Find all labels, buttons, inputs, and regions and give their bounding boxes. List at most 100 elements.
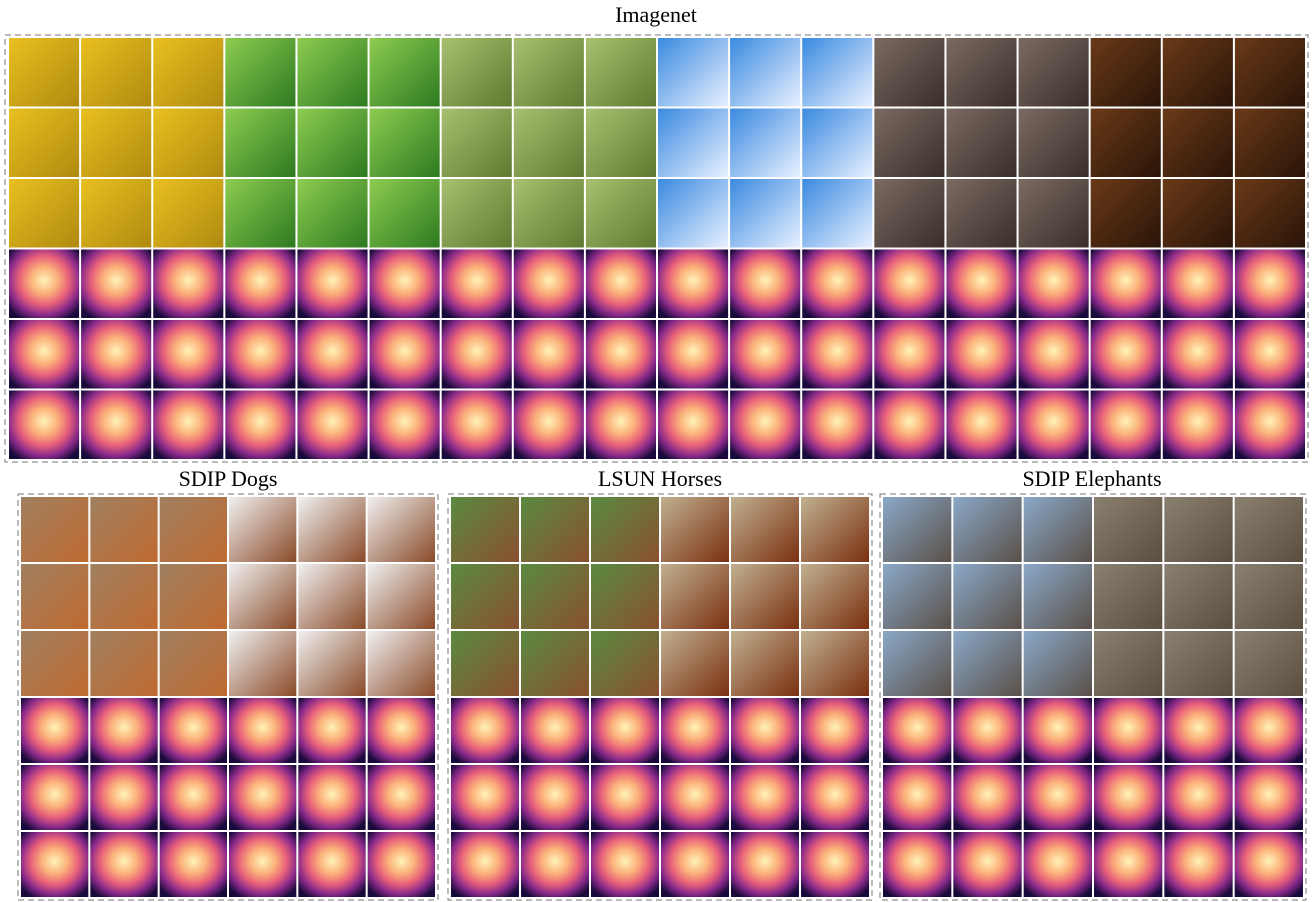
depth-tile [731,765,799,830]
depth-tile [1090,390,1161,459]
depth-tile [9,320,80,389]
image-tile [953,564,1022,629]
depth-tile [90,698,158,763]
image-tile [298,631,366,696]
depth-tile [953,698,1022,763]
depth-tile [585,390,656,459]
panel-border [4,34,1309,463]
image-tile [297,38,368,107]
image-tile [1094,497,1163,562]
depth-tile [802,249,873,318]
depth-tile [21,765,89,830]
image-tile [369,179,440,248]
depth-tile [946,249,1017,318]
image-tile [730,38,801,107]
depth-tile [1094,765,1163,830]
image-tile [946,179,1017,248]
depth-tile [451,765,519,830]
image-tile [1090,38,1161,107]
image-tile [658,108,729,177]
image-tile [731,564,799,629]
image-tile [9,38,80,107]
image-tile [451,564,519,629]
image-tile [225,38,296,107]
image-tile [731,631,799,696]
depth-tile [731,698,799,763]
depth-tile [513,249,584,318]
depth-tile [1023,832,1092,897]
depth-tile [21,698,89,763]
depth-tile [1094,832,1163,897]
image-tile [9,108,80,177]
depth-tile [159,765,227,830]
depth-tile [297,249,368,318]
depth-tile [1018,249,1089,318]
image-tile [946,108,1017,177]
image-tile [730,108,801,177]
depth-tile [801,832,869,897]
depth-tile [1234,320,1305,389]
image-tile [369,38,440,107]
depth-tile [369,249,440,318]
depth-tile [953,765,1022,830]
panel-title: Imagenet [615,2,697,27]
depth-tile [441,249,512,318]
depth-tile [441,320,512,389]
depth-tile [801,765,869,830]
depth-tile [369,320,440,389]
image-tile [1094,564,1163,629]
depth-tile [1164,832,1233,897]
image-tile [585,108,656,177]
image-tile [451,497,519,562]
depth-tile [658,320,729,389]
image-tile [21,497,89,562]
panel-title: LSUN Horses [598,466,722,491]
image-tile [21,564,89,629]
depth-tile [661,765,729,830]
depth-tile [874,249,945,318]
image-tile [521,564,589,629]
depth-tile [731,832,799,897]
depth-tile [9,249,80,318]
image-tile [661,564,729,629]
depth-tile [1234,832,1303,897]
image-tile [1164,497,1233,562]
image-tile [367,631,435,696]
image-tile [801,564,869,629]
image-tile [591,631,659,696]
image-tile [1018,38,1089,107]
image-tile [1234,564,1303,629]
depth-tile [298,698,366,763]
depth-tile [521,832,589,897]
image-tile [367,497,435,562]
image-tile [513,179,584,248]
depth-tile [730,249,801,318]
depth-tile [883,765,952,830]
depth-tile [1018,320,1089,389]
image-tile [521,497,589,562]
depth-tile [513,390,584,459]
image-tile [953,631,1022,696]
depth-tile [1234,390,1305,459]
image-tile [1164,564,1233,629]
depth-tile [298,765,366,830]
image-tile [513,38,584,107]
depth-tile [1162,390,1233,459]
panel-border [879,493,1307,901]
depth-tile [90,765,158,830]
image-tile [953,497,1022,562]
image-tile [1090,179,1161,248]
image-tile [159,564,227,629]
image-tile [883,631,952,696]
image-tile [1018,179,1089,248]
depth-tile [367,698,435,763]
depth-tile [585,320,656,389]
image-tile [801,497,869,562]
depth-tile [1023,765,1092,830]
image-tile [297,108,368,177]
depth-tile [730,320,801,389]
image-tile [513,108,584,177]
depth-tile [229,765,297,830]
image-tile [9,179,80,248]
image-tile [874,108,945,177]
